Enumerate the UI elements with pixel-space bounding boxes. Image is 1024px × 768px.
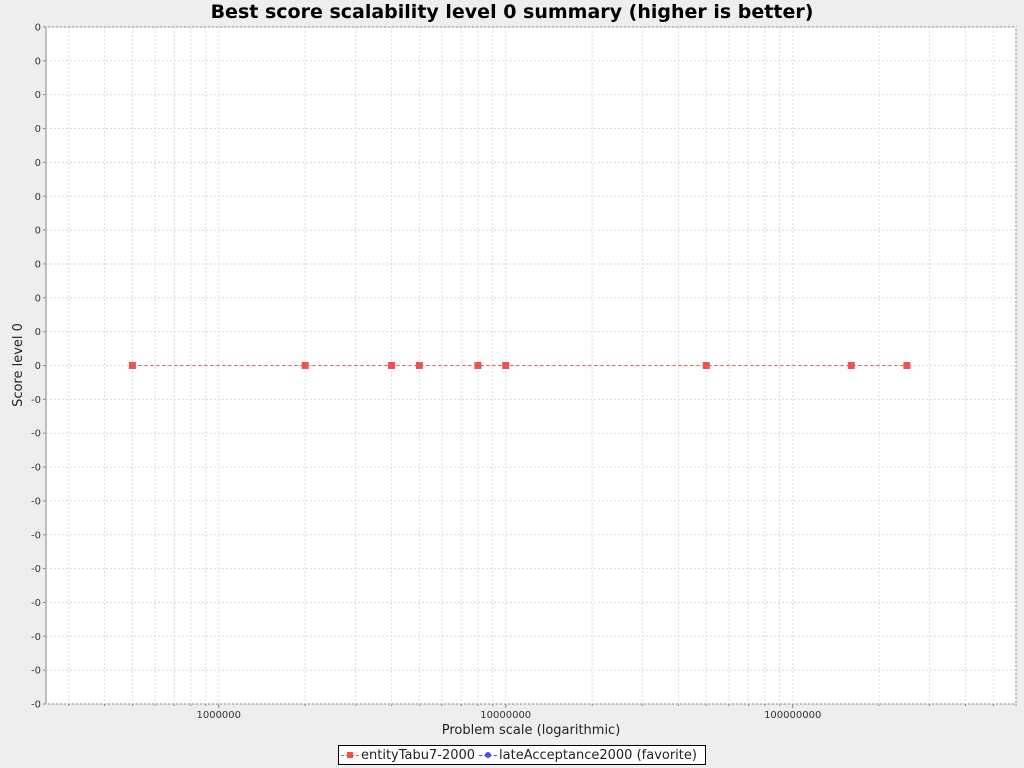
y-tick-label: 0: [35, 158, 41, 169]
data-point: [702, 362, 710, 369]
x-tick-label: 1000000: [196, 710, 241, 721]
y-tick-label: -0: [31, 700, 41, 711]
y-tick-label: 0: [35, 293, 41, 304]
y-tick-label: 0: [35, 56, 41, 67]
data-point: [502, 362, 510, 369]
y-tick-label: 0: [35, 259, 41, 270]
data-point: [128, 362, 136, 369]
legend-label: lateAcceptance2000 (favorite): [499, 747, 697, 763]
data-point: [301, 362, 309, 369]
data-point: [388, 362, 396, 369]
y-tick-label: -0: [31, 666, 41, 677]
x-axis-label: Problem scale (logarithmic): [442, 723, 621, 738]
y-tick-label: 0: [35, 23, 41, 34]
data-point: [474, 362, 482, 369]
data-point: [847, 362, 855, 369]
x-tick-label: 100000000: [764, 710, 821, 721]
data-point: [903, 362, 911, 369]
y-tick-label: 0: [35, 124, 41, 135]
legend-label: entityTabu7-2000: [361, 747, 476, 763]
y-tick-label: 0: [35, 327, 41, 338]
y-tick-label: -0: [31, 598, 41, 609]
circle-marker-icon: [479, 749, 498, 761]
y-tick-label: -0: [31, 463, 41, 474]
y-axis-label: Score level 0: [11, 323, 26, 407]
legend: entityTabu7-2000 lateAcceptance2000 (fav…: [338, 745, 706, 765]
legend-item-lateAcceptance2000: lateAcceptance2000 (favorite): [479, 748, 697, 763]
y-tick-label: -0: [31, 429, 41, 440]
y-tick-label: 0: [35, 192, 41, 203]
y-tick-label: 0: [35, 226, 41, 237]
y-tick-label: 0: [35, 361, 41, 372]
data-point: [415, 362, 423, 369]
y-tick-label: -0: [31, 496, 41, 507]
x-tick-label: 10000000: [480, 710, 531, 721]
y-tick-label: 0: [35, 90, 41, 101]
square-marker-icon: [341, 749, 359, 761]
chart-title: Best score scalability level 0 summary (…: [210, 1, 814, 23]
y-tick-label: -0: [31, 395, 41, 406]
y-tick-label: -0: [31, 632, 41, 643]
legend-item-entityTabu7-2000: entityTabu7-2000: [341, 748, 475, 763]
y-tick-label: -0: [31, 564, 41, 575]
y-tick-label: -0: [31, 530, 41, 541]
